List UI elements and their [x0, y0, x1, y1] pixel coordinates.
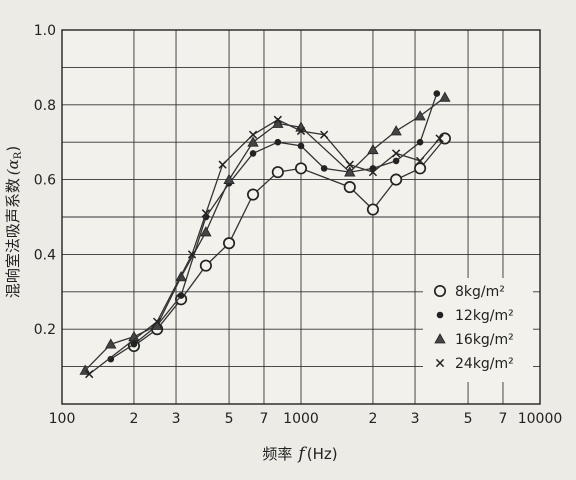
data-point-cross [415, 156, 425, 166]
data-point-open-circle [433, 284, 447, 298]
data-point-open-circle [366, 203, 379, 216]
cross-stroke [218, 160, 227, 169]
x-axis-label-unit: (Hz) [307, 445, 338, 463]
data-point-dot [107, 355, 115, 363]
legend-label: 24kg/m² [455, 356, 514, 372]
x-tick-label: 10000 [518, 411, 563, 427]
data-point-dot [177, 292, 185, 299]
data-point-triangle [247, 136, 259, 147]
data-point-open-circle [294, 162, 308, 175]
cross-stroke [248, 130, 258, 139]
x-axis-label-prefix: 频率 [262, 445, 292, 463]
y-tick-label: 0.6 [34, 173, 56, 189]
data-point-dot [130, 340, 138, 348]
cross-stroke [152, 317, 162, 326]
data-point-dot [392, 157, 400, 165]
cross-stroke [391, 149, 401, 158]
data-point-triangle [414, 110, 426, 121]
y-axis-label-text: 混响室法吸声系数 [4, 178, 22, 298]
cross-stroke [296, 126, 306, 136]
data-point-open-circle [414, 162, 427, 175]
cross-stroke [368, 167, 378, 177]
cross-stroke [320, 130, 329, 139]
data-point-cross [296, 126, 306, 136]
data-point-dot [320, 165, 328, 172]
data-point-triangle [390, 125, 402, 136]
data-point-dot [274, 138, 282, 146]
data-point-dot [436, 311, 444, 319]
y-axis-label-close: ) [4, 146, 22, 152]
cross-stroke [345, 160, 354, 169]
x-tick-label: 2 [129, 411, 138, 427]
x-tick-label: 1000 [283, 411, 319, 427]
data-point-triangle [223, 173, 235, 185]
data-point-cross [320, 130, 329, 139]
tick-labels: 100 2 3 5 7 1000 2 3 5 7 10000 0.2 0.4 0.6 0.8 1.0 [34, 23, 563, 427]
cross-stroke [415, 156, 425, 166]
data-point-cross [435, 134, 444, 143]
data-point-dot [433, 90, 441, 97]
cross-stroke [273, 115, 282, 124]
data-point-triangle [439, 91, 451, 102]
x-tick-label: 100 [49, 411, 76, 427]
data-point-dot [249, 150, 257, 157]
cross-stroke [201, 209, 211, 218]
x-tick-label: 5 [464, 411, 473, 427]
x-tick-label: 7 [260, 411, 269, 427]
data-point-cross [435, 358, 445, 368]
x-tick-label: 2 [368, 411, 377, 427]
data-point-open-circle [271, 166, 284, 179]
data-point-cross [85, 369, 94, 379]
legend: 8kg/m² 12kg/m² 16kg/m² 24kg/m² [423, 278, 533, 382]
y-axis-label-sub: R [13, 151, 24, 159]
data-point-cross [201, 209, 211, 218]
x-tick-label: 7 [499, 411, 508, 427]
x-axis-label: 频率 f (Hz) [262, 444, 337, 464]
cross-stroke [435, 134, 444, 143]
y-tick-label: 1.0 [34, 23, 56, 39]
plot-frame [61, 29, 541, 405]
data-point-cross [218, 160, 227, 169]
data-point-open-circle [438, 132, 451, 145]
data-point-open-circle [343, 181, 356, 194]
legend-label: 16kg/m² [455, 332, 514, 348]
cross-stroke [187, 250, 197, 259]
y-tick-label: 0.4 [34, 247, 56, 263]
data-point-dot [416, 138, 424, 146]
data-point-open-circle [223, 237, 236, 250]
y-axis-label: 混响室法吸声系数 (αR) [4, 146, 24, 298]
x-axis-label-var: f [296, 444, 307, 464]
cross-stroke [85, 369, 94, 379]
legend-label: 12kg/m² [455, 308, 514, 324]
data-point-triangle [105, 338, 117, 349]
y-tick-label: 0.8 [34, 98, 56, 114]
data-point-open-circle [246, 188, 260, 201]
cross-stroke [435, 358, 445, 368]
data-point-cross [248, 130, 258, 139]
data-point-triangle [344, 166, 356, 177]
data-point-triangle [367, 143, 379, 155]
series-cross [85, 115, 444, 379]
y-tick-label: 0.2 [34, 322, 56, 338]
y-axis-label-symbol: (α [4, 159, 22, 175]
data-point-cross [187, 250, 197, 259]
data-point-triangle [200, 226, 212, 237]
x-tick-label: 3 [411, 411, 420, 427]
data-point-cross [368, 167, 378, 177]
x-tick-label: 3 [172, 411, 181, 427]
x-tick-label: 5 [225, 411, 234, 427]
data-point-dot [297, 142, 305, 150]
data-point-triangle [434, 333, 446, 344]
data-point-open-circle [199, 259, 212, 272]
data-point-cross [391, 149, 401, 158]
data-point-cross [273, 115, 282, 124]
legend-label: 8kg/m² [455, 284, 505, 300]
series-layer [79, 90, 451, 379]
data-point-cross [152, 317, 162, 326]
data-point-cross [345, 160, 354, 169]
data-point-open-circle [390, 173, 403, 186]
